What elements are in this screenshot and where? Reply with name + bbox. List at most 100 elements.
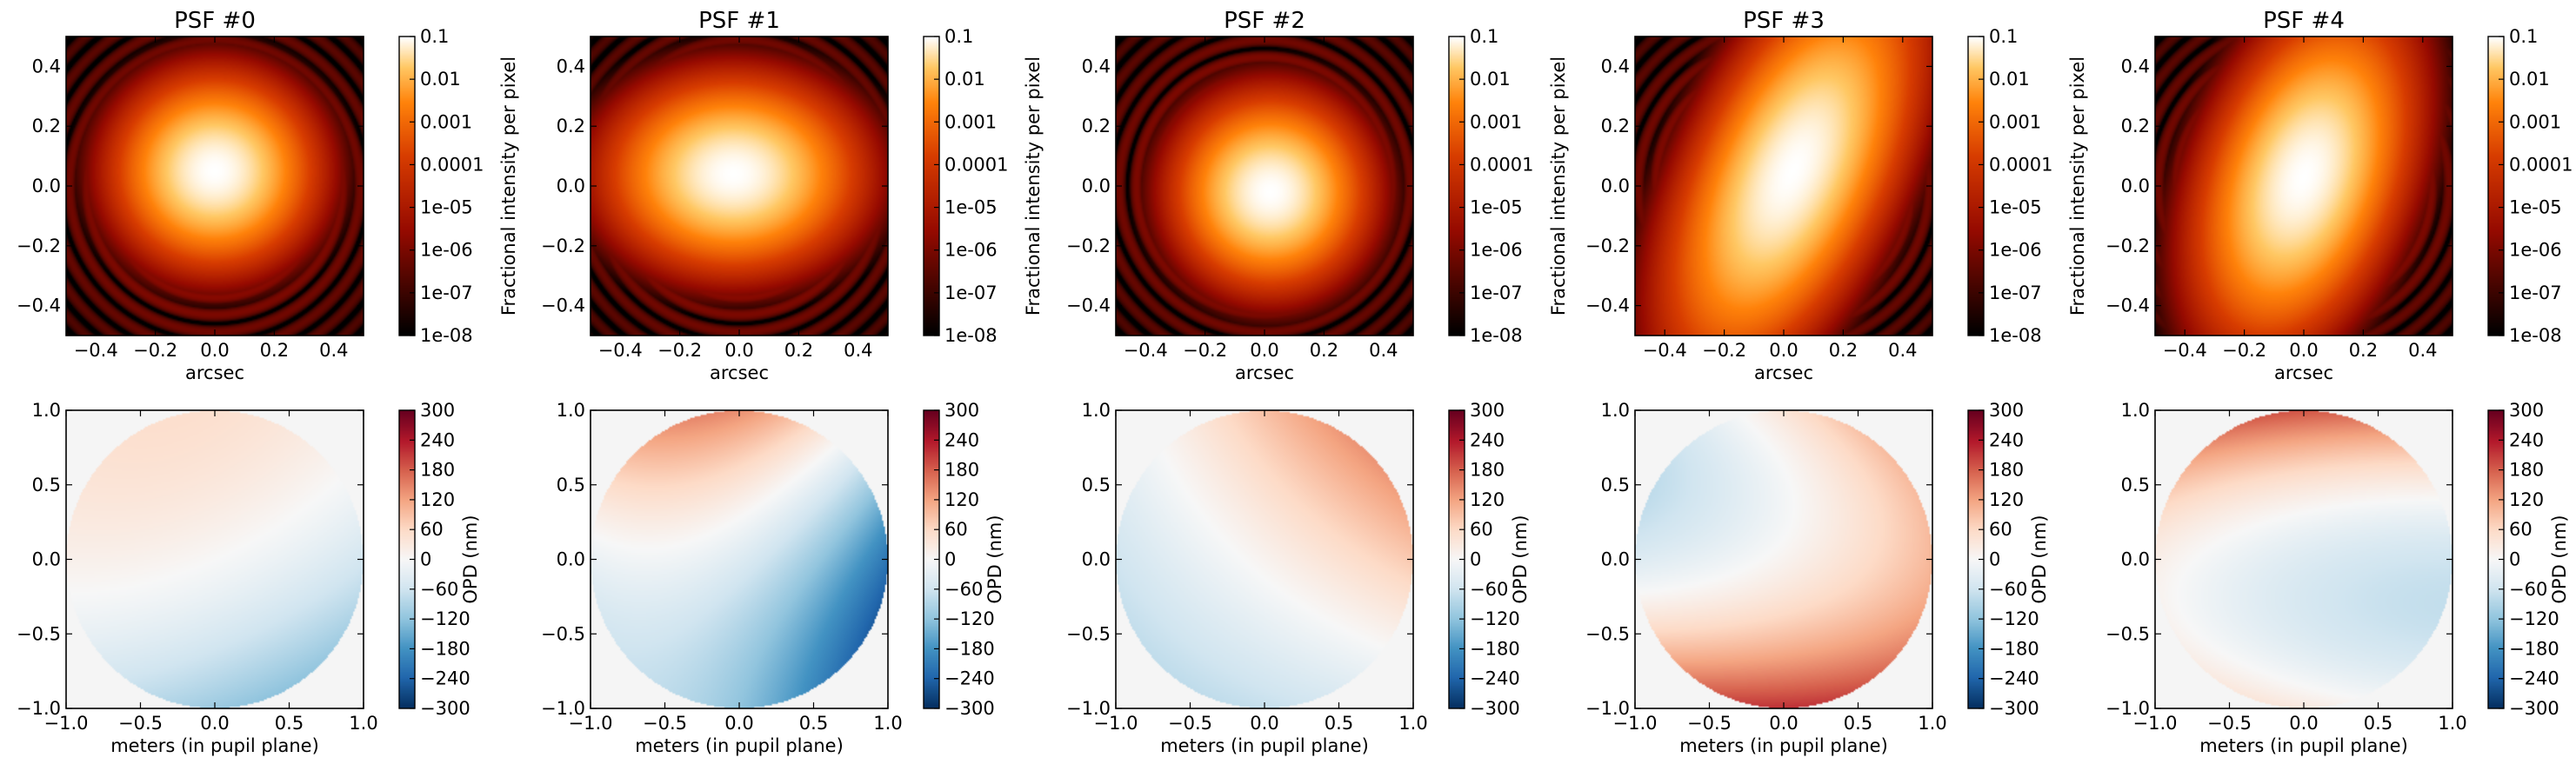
colorbar-tick-label: −240 <box>1470 668 1520 689</box>
x-tick-label: 1.0 <box>1398 713 1427 734</box>
colorbar-tick-label: 120 <box>1989 489 2024 510</box>
opd-panel-2: −1.0 −0.5 0.0 0.5 1.0 1.0 0.5 0.0 −0.5 −1.0 meters… <box>1066 400 1531 756</box>
x-axis-label: arcsec <box>1235 362 1294 383</box>
colorbar-tick-label: −300 <box>1989 698 2039 719</box>
x-tick-label: −1.0 <box>2133 713 2178 734</box>
x-tick-label: 0.4 <box>844 340 872 361</box>
x-tick-label: 0.2 <box>260 340 289 361</box>
colorbar-tick-label: −120 <box>944 608 995 629</box>
colorbar-tick-label: 180 <box>1470 460 1505 481</box>
x-tick-label: −0.4 <box>74 340 118 361</box>
colorbar-tick-label: −120 <box>1470 608 1520 629</box>
x-axis-label: arcsec <box>185 362 244 383</box>
y-tick-label: −0.4 <box>1066 296 1111 316</box>
colorbar-label: OPD (nm) <box>1510 515 1531 603</box>
colorbar-tick-label: 0.001 <box>1989 111 2041 132</box>
y-tick-label: −0.5 <box>1585 623 1630 644</box>
x-axis-label: meters (in pupil plane) <box>2199 735 2408 756</box>
x-tick-label: −0.5 <box>2207 713 2252 734</box>
y-tick-label: −1.0 <box>1066 698 1111 719</box>
colorbar-tick-label: 0.01 <box>420 69 461 90</box>
opd-image <box>1116 410 1413 708</box>
x-tick-label: 0.4 <box>319 340 348 361</box>
x-tick-label: 1.0 <box>873 713 902 734</box>
y-tick-label: 0.0 <box>32 549 61 570</box>
psf-image <box>66 37 364 336</box>
colorbar-frame <box>1967 36 1985 336</box>
colorbar-tick-label: 0.0001 <box>1470 154 1533 175</box>
opd-panel-0: −1.0 −0.5 0.0 0.5 1.0 1.0 0.5 0.0 −0.5 −1.0 meters… <box>17 400 481 756</box>
x-axis-label: arcsec <box>2274 362 2333 383</box>
y-tick-label: −1.0 <box>17 698 61 719</box>
colorbar-label: Fractional intensity per pixel <box>498 56 519 316</box>
y-tick-label: −0.2 <box>1066 236 1111 256</box>
colorbar-label: OPD (nm) <box>460 515 481 603</box>
colorbar-tick-label: 1e-08 <box>1470 325 1523 346</box>
colorbar-gradient <box>924 37 939 336</box>
y-tick-label: 1.0 <box>2121 400 2150 421</box>
colorbar-tick-label: 0.0001 <box>2509 154 2573 175</box>
colorbar-tick-label: −240 <box>944 668 995 689</box>
y-tick-label: −1.0 <box>1585 698 1630 719</box>
x-axis-label: arcsec <box>710 362 769 383</box>
y-tick-label: −0.2 <box>2106 236 2150 256</box>
colorbar-tick-label: −120 <box>1989 608 2039 629</box>
colorbar-tick-label: 0.1 <box>1470 26 1498 47</box>
colorbar-tick-label: 240 <box>944 429 979 450</box>
colorbar-gradient <box>399 37 415 336</box>
x-tick-label: 0.0 <box>2289 713 2318 734</box>
colorbar-tick-label: 1e-06 <box>1470 240 1523 261</box>
x-tick-label: −0.5 <box>1168 713 1212 734</box>
colorbar-tick-label: −240 <box>420 668 470 689</box>
y-tick-label: 0.5 <box>1601 475 1630 495</box>
y-tick-label: 0.0 <box>1601 176 1630 196</box>
colorbar-tick-label: −240 <box>1989 668 2039 689</box>
colorbar-tick-label: −300 <box>944 698 995 719</box>
colorbar-tick-label: 0 <box>2509 549 2520 570</box>
colorbar-tick-label: 120 <box>2509 489 2544 510</box>
colorbar-frame <box>1448 36 1465 336</box>
colorbar-tick-label: 300 <box>420 400 455 421</box>
colorbar-tick-label: −180 <box>944 638 995 659</box>
y-tick-label: 0.0 <box>557 549 585 570</box>
colorbar-tick-label: 1e-05 <box>1989 197 2042 218</box>
x-tick-label: 0.0 <box>724 340 753 361</box>
colorbar-tick-label: 300 <box>2509 400 2544 421</box>
colorbar-tick-label: 60 <box>1989 519 2012 540</box>
opd-panel-1: −1.0 −0.5 0.0 0.5 1.0 1.0 0.5 0.0 −0.5 −1.0 meters… <box>541 400 1005 756</box>
colorbar-tick-label: −300 <box>1470 698 1520 719</box>
x-tick-label: 0.5 <box>2364 713 2392 734</box>
y-tick-label: 1.0 <box>32 400 61 421</box>
colorbar-tick-label: 1e-07 <box>944 282 998 303</box>
colorbar-tick-label: 240 <box>420 429 455 450</box>
colorbar-tick-label: −60 <box>1470 579 1508 600</box>
x-tick-label: −0.2 <box>657 340 702 361</box>
colorbar-frame <box>923 36 940 336</box>
colorbar-label: Fractional intensity per pixel <box>1548 56 1569 316</box>
psf-image <box>2155 37 2453 336</box>
colorbar-tick-label: 0 <box>420 549 431 570</box>
colorbar-tick-label: 0 <box>1989 549 2000 570</box>
y-tick-label: 0.2 <box>1601 116 1630 136</box>
colorbar-gradient <box>924 410 939 708</box>
colorbar-tick-label: 0.1 <box>1989 26 2018 47</box>
colorbar-tick-label: 1e-05 <box>944 197 998 218</box>
x-tick-label: −0.4 <box>598 340 643 361</box>
colorbar-tick-label: 0.1 <box>2509 26 2538 47</box>
y-tick-label: −0.4 <box>2106 296 2150 316</box>
y-tick-label: 0.5 <box>557 475 585 495</box>
colorbar-tick-label: 0.01 <box>1470 69 1511 90</box>
y-tick-label: 0.4 <box>2121 56 2150 76</box>
y-tick-label: 0.2 <box>2121 116 2150 136</box>
colorbar-tick-label: 240 <box>1989 429 2024 450</box>
colorbar-tick-label: 1e-07 <box>2509 282 2562 303</box>
psf-panel-4: PSF #4 −0.4 −0.2 0.0 0.2 0.4 0.4 0.2 0.0 −0.2 −0.4… <box>2106 8 2573 383</box>
x-tick-label: 0.0 <box>724 713 753 734</box>
opd-image <box>66 410 364 708</box>
x-tick-label: −0.2 <box>1702 340 1746 361</box>
x-tick-label: −1.0 <box>569 713 613 734</box>
colorbar-tick-label: 180 <box>2509 460 2544 481</box>
opd-image <box>1635 410 1932 708</box>
colorbar-tick-label: 0.001 <box>1470 111 1522 132</box>
colorbar-frame <box>398 36 416 336</box>
